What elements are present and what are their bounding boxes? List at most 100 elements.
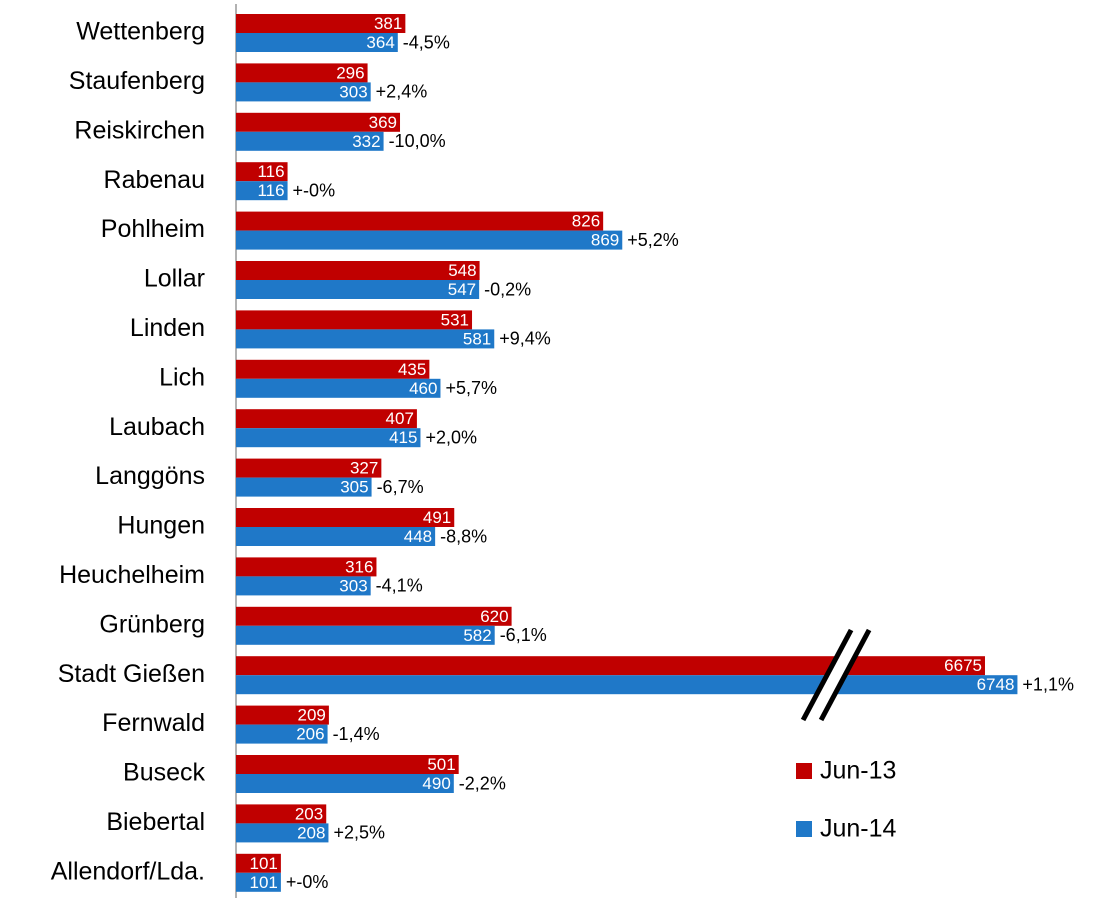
bar (236, 378, 441, 398)
bar (236, 261, 480, 280)
bar (236, 131, 384, 151)
bar (236, 162, 288, 182)
bar (236, 656, 985, 676)
bar (236, 211, 604, 231)
value-label: 407 (386, 409, 414, 428)
value-label: 369 (369, 113, 397, 132)
change-label: -6,1% (500, 625, 547, 645)
change-label: -4,5% (403, 32, 450, 52)
value-label: 327 (350, 459, 378, 478)
legend-swatch (796, 821, 812, 837)
change-label: +5,7% (445, 378, 497, 398)
bar (236, 755, 459, 774)
bar (236, 310, 473, 330)
value-label: 460 (409, 379, 437, 398)
value-label: 435 (398, 360, 426, 379)
category-label: Laubach (109, 413, 205, 441)
value-label: 203 (295, 804, 323, 823)
bar (236, 724, 328, 744)
category-label: Fernwald (102, 709, 205, 737)
bar (236, 82, 371, 102)
change-label: -4,1% (376, 576, 423, 596)
change-label: +5,2% (627, 230, 679, 250)
value-label: 582 (463, 626, 491, 645)
change-label: +1,1% (1022, 674, 1074, 694)
bar (236, 112, 401, 132)
axis-break-mark (800, 628, 854, 722)
bar (236, 33, 398, 52)
change-label: +2,0% (425, 427, 477, 447)
change-label: -1,4% (333, 724, 380, 744)
change-label: -0,2% (484, 279, 531, 299)
bar (236, 14, 406, 33)
bar (236, 359, 430, 379)
value-label: 6748 (977, 675, 1015, 694)
bar (236, 329, 495, 349)
value-label: 448 (404, 527, 432, 546)
value-label: 364 (366, 33, 394, 52)
value-label: 6675 (944, 656, 982, 675)
value-label: 316 (345, 557, 373, 576)
value-label: 490 (422, 774, 450, 793)
bar (236, 774, 454, 793)
bar (236, 280, 480, 299)
value-label: 531 (441, 310, 469, 329)
category-label: Heuchelheim (59, 561, 205, 589)
category-label: Rabenau (104, 166, 205, 194)
bar (236, 576, 371, 596)
value-label: 303 (339, 82, 367, 101)
bar (236, 625, 495, 645)
axis-break-mark (818, 628, 872, 722)
bar (236, 675, 1018, 695)
value-label: 547 (448, 280, 476, 299)
value-label: 303 (339, 576, 367, 595)
change-label: -6,7% (377, 477, 424, 497)
bar (236, 428, 421, 448)
value-label: 581 (463, 329, 491, 348)
change-label: +-0% (286, 872, 329, 892)
bar (236, 181, 288, 201)
change-label: +2,4% (376, 82, 428, 102)
category-label: Grünberg (99, 610, 205, 638)
category-label: Staufenberg (69, 67, 205, 95)
bar (236, 458, 382, 478)
value-label: 209 (298, 706, 326, 725)
category-label: Lich (159, 363, 205, 391)
bar (236, 477, 372, 497)
category-label: Stadt Gießen (58, 660, 205, 688)
category-label: Lollar (144, 265, 205, 293)
change-label: -10,0% (389, 131, 446, 151)
bar (236, 705, 329, 725)
axis-break-gap (803, 630, 870, 720)
bar (236, 853, 281, 873)
bar (236, 606, 512, 626)
bar (236, 557, 377, 577)
category-label: Buseck (123, 759, 205, 787)
category-label: Langgöns (95, 462, 205, 490)
bar (236, 409, 417, 429)
value-label: 826 (572, 212, 600, 231)
bar (236, 508, 455, 527)
bar (236, 823, 329, 843)
bar (236, 63, 368, 83)
legend-label: Jun-14 (820, 815, 897, 843)
value-label: 548 (448, 261, 476, 280)
value-label: 305 (340, 478, 368, 497)
change-label: -2,2% (459, 773, 506, 793)
value-label: 415 (389, 428, 417, 447)
value-label: 491 (423, 508, 451, 527)
category-label: Wettenberg (76, 18, 205, 46)
bar (236, 804, 327, 824)
change-label: +2,5% (333, 823, 385, 843)
value-label: 501 (427, 755, 455, 774)
legend-label: Jun-13 (820, 757, 896, 785)
value-label: 116 (257, 162, 284, 181)
bar (236, 872, 281, 892)
bar (236, 527, 436, 546)
value-label: 620 (480, 607, 508, 626)
bar (236, 230, 623, 250)
change-label: -8,8% (440, 526, 487, 546)
value-label: 381 (374, 14, 402, 33)
value-label: 101 (250, 854, 278, 873)
